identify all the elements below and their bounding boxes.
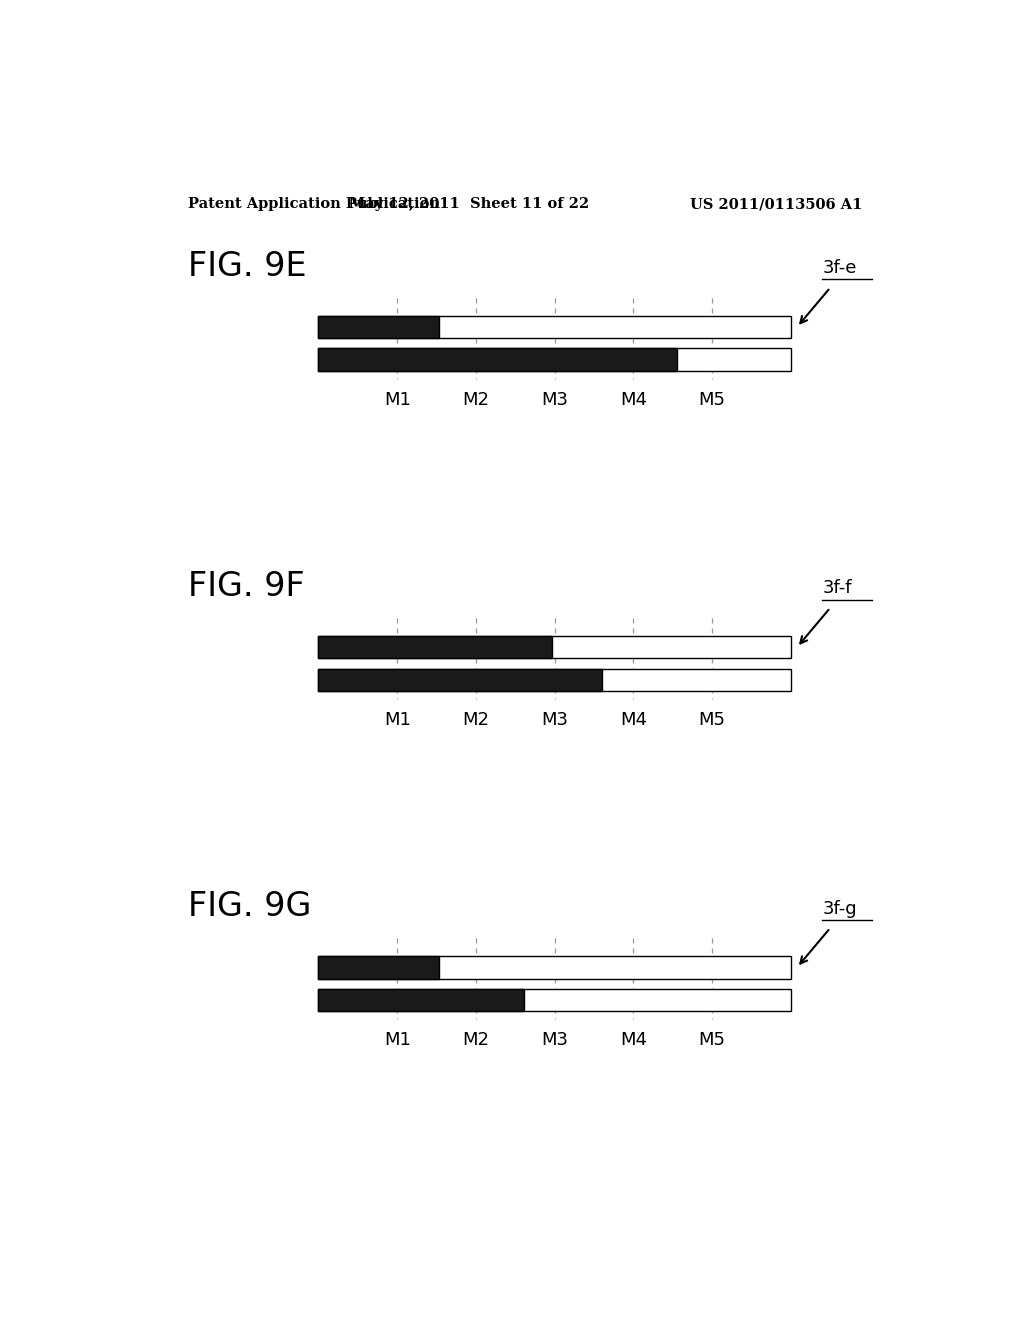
Bar bbox=[318, 348, 791, 371]
Bar bbox=[318, 956, 439, 978]
Text: M4: M4 bbox=[620, 711, 647, 730]
Text: M2: M2 bbox=[462, 1031, 489, 1049]
Bar bbox=[318, 989, 791, 1011]
Text: Patent Application Publication: Patent Application Publication bbox=[187, 197, 439, 211]
Text: M1: M1 bbox=[384, 711, 411, 730]
Bar bbox=[318, 669, 791, 690]
Text: US 2011/0113506 A1: US 2011/0113506 A1 bbox=[690, 197, 862, 211]
Text: M1: M1 bbox=[384, 1031, 411, 1049]
Text: 3f-e: 3f-e bbox=[822, 259, 857, 277]
Bar bbox=[318, 348, 677, 371]
Text: M3: M3 bbox=[541, 711, 568, 730]
Text: M3: M3 bbox=[541, 391, 568, 409]
Text: M5: M5 bbox=[698, 391, 725, 409]
Text: M2: M2 bbox=[462, 391, 489, 409]
Text: M4: M4 bbox=[620, 391, 647, 409]
Text: M3: M3 bbox=[541, 1031, 568, 1049]
Text: M1: M1 bbox=[384, 391, 411, 409]
Text: FIG. 9F: FIG. 9F bbox=[187, 570, 304, 603]
Text: 3f-f: 3f-f bbox=[822, 579, 852, 598]
Bar bbox=[318, 315, 439, 338]
Bar bbox=[318, 636, 791, 659]
Text: FIG. 9G: FIG. 9G bbox=[187, 890, 311, 923]
Text: M5: M5 bbox=[698, 1031, 725, 1049]
Bar bbox=[318, 669, 602, 690]
Text: FIG. 9E: FIG. 9E bbox=[187, 249, 306, 282]
Bar bbox=[318, 956, 791, 978]
Text: May 12, 2011  Sheet 11 of 22: May 12, 2011 Sheet 11 of 22 bbox=[349, 197, 590, 211]
Bar bbox=[318, 636, 552, 659]
Text: M2: M2 bbox=[462, 711, 489, 730]
Text: 3f-g: 3f-g bbox=[822, 900, 857, 917]
Bar bbox=[318, 989, 524, 1011]
Text: M4: M4 bbox=[620, 1031, 647, 1049]
Bar bbox=[318, 315, 791, 338]
Text: M5: M5 bbox=[698, 711, 725, 730]
